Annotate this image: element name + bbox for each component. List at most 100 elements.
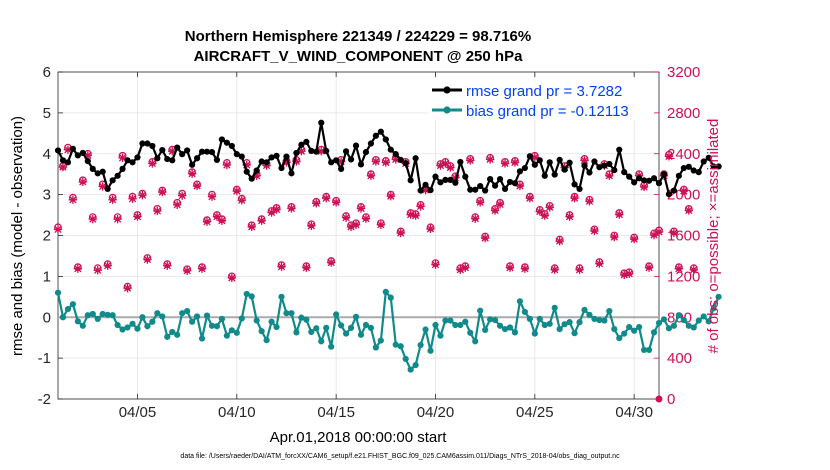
bias-point (596, 317, 603, 324)
rmse-point (427, 187, 434, 194)
obs-assimilated-marker (108, 195, 117, 204)
y-tick-label: -2 (38, 391, 51, 408)
bias-point (54, 289, 62, 296)
obs-possible-marker (406, 209, 415, 217)
obs-possible-marker (307, 220, 316, 229)
rmse-point (298, 141, 305, 148)
obs-assimilated-marker (78, 177, 88, 187)
obs-possible-marker (511, 157, 519, 165)
rmse-point (144, 140, 151, 147)
rmse-point (715, 163, 722, 170)
obs-assimilated-marker (302, 263, 311, 272)
obs-assimilated-marker (495, 200, 505, 209)
obs-assimilated-marker (68, 195, 78, 204)
obs-assimilated-marker (565, 212, 574, 221)
bias-point (129, 320, 136, 327)
y2-tick-label: 3200 (667, 64, 700, 81)
bias-point (174, 331, 181, 338)
rmse-point (258, 158, 265, 165)
bias-point (258, 328, 265, 335)
obs-possible-marker (570, 192, 579, 201)
bias-point (601, 317, 608, 324)
obs-assimilated-marker (624, 269, 634, 279)
obs-possible-marker (213, 211, 221, 219)
y2-tick-label: 0 (667, 391, 675, 408)
bias-point (248, 293, 255, 300)
obs-assimilated-marker (545, 203, 554, 212)
obs-possible-marker (396, 227, 405, 236)
bias-point (487, 316, 494, 323)
rmse-point (556, 156, 563, 163)
obs-possible-marker (461, 262, 470, 271)
rmse-point (407, 177, 414, 184)
bias-point (372, 344, 379, 351)
obs-assimilated-marker (520, 264, 530, 273)
obs-assimilated-marker (212, 212, 222, 221)
bias-point (715, 293, 722, 300)
rmse-point (248, 175, 255, 182)
obs-possible-marker (287, 202, 296, 211)
obs-assimilated-marker (684, 206, 694, 215)
bias-series (54, 288, 722, 373)
rmse-point (516, 168, 524, 175)
bias-point (690, 324, 697, 331)
obs-assimilated-marker (138, 190, 147, 200)
rmse-point (159, 146, 166, 154)
bias-point (367, 324, 375, 331)
bias-point (233, 329, 240, 336)
obs-possible-marker (237, 194, 246, 203)
bias-point (566, 319, 573, 326)
obs-assimilated-marker (336, 157, 346, 166)
bias-point (685, 322, 692, 329)
bias-point (422, 326, 429, 333)
x-tick-label: 04/25 (516, 404, 554, 421)
rmse-point (541, 172, 548, 179)
rmse-point (134, 154, 141, 161)
rmse-point (591, 158, 598, 165)
rmse-point (84, 158, 91, 165)
rmse-point (402, 160, 409, 167)
x-axis: 04/05 04/10 04/15 04/20 04/25 04/30 (119, 72, 653, 421)
rmse-point (382, 136, 389, 143)
chart-subtitle: AIRCRAFT_V_WIND_COMPONENT @ 250 hPa (194, 48, 524, 65)
bias-point (298, 314, 305, 321)
bias-point (149, 318, 156, 325)
obs-assimilated-marker (83, 151, 93, 160)
obs-possible-marker (436, 160, 445, 168)
y-tick-label: 6 (43, 64, 51, 81)
bias-point (571, 330, 578, 337)
obs-assimilated-marker (292, 157, 301, 166)
rmse-point (308, 147, 315, 154)
obs-assimilated-marker (505, 263, 515, 272)
obs-possible-marker (655, 226, 663, 235)
obs-assimilated-marker (153, 206, 162, 216)
obs-possible-marker (198, 263, 206, 272)
bias-point (338, 322, 345, 329)
y-tick-label: 1 (43, 268, 51, 285)
rmse-point (283, 153, 290, 160)
obs-assimilated-marker (391, 155, 400, 164)
obs-assimilated-marker (421, 185, 430, 195)
bias-point (357, 331, 365, 338)
bias-point (636, 323, 643, 331)
obs-assimilated-marker (163, 261, 172, 270)
obs-possible-marker (605, 170, 614, 179)
obs-possible-marker (670, 227, 678, 236)
bias-point (268, 318, 275, 325)
obs-assimilated-marker (143, 255, 152, 264)
rmse-point (467, 186, 474, 193)
bias-point (189, 318, 196, 325)
obs-possible-marker (257, 215, 266, 224)
bias-point (442, 317, 449, 324)
rmse-point (387, 146, 394, 153)
y-tick-label: 3 (43, 187, 51, 204)
bias-point (134, 325, 141, 332)
bias-point (665, 325, 673, 332)
obs-possible-marker (222, 159, 231, 167)
bias-point (586, 311, 593, 318)
obs-possible-marker (575, 264, 584, 273)
obs-assimilated-marker (73, 264, 83, 273)
bias-point (198, 335, 206, 342)
obs-possible-marker (247, 221, 256, 230)
obs-assimilated-marker (590, 226, 599, 236)
